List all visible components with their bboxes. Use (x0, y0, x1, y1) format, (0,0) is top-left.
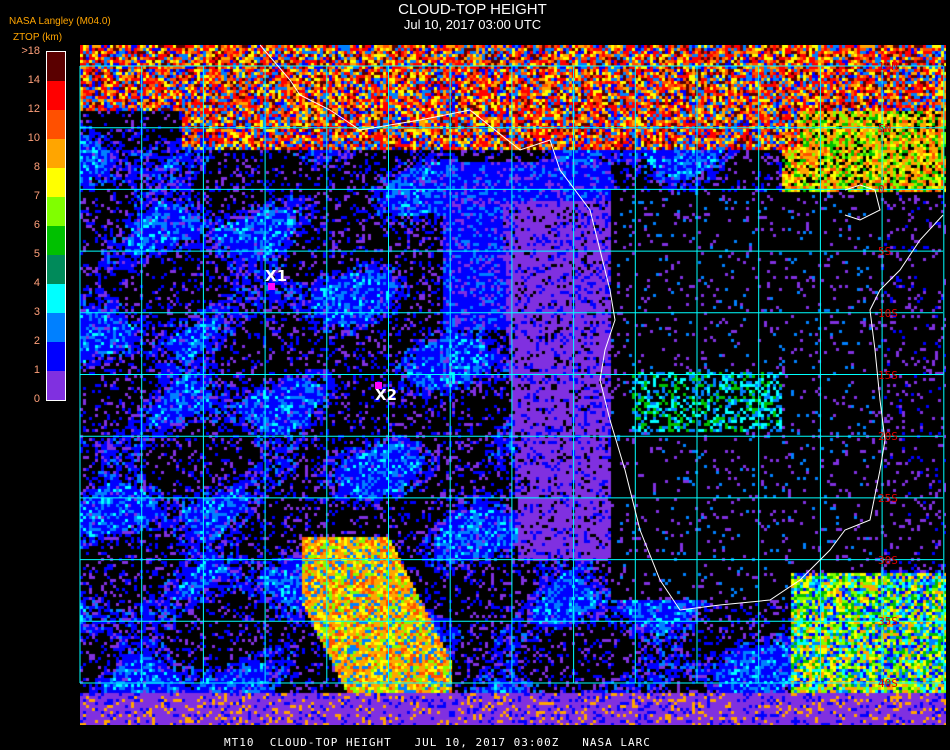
legend-tick: 14 (27, 74, 40, 86)
map-title: CLOUD-TOP HEIGHT (398, 1, 547, 18)
cloud-top-height-image (80, 45, 946, 725)
legend-swatch (47, 110, 65, 139)
legend-tick: 12 (27, 103, 40, 115)
coastline-lake (844, 184, 881, 221)
legend-tick: 6 (33, 219, 40, 231)
legend-swatch (47, 197, 65, 226)
legend-tick: 5 (33, 248, 40, 260)
map-timestamp: Jul 10, 2017 03:00 UTC (403, 17, 542, 32)
lat-label: 10S (878, 306, 898, 320)
legend-tick: >18 (21, 45, 40, 57)
legend-swatch (47, 284, 65, 313)
lat-label: 10N (878, 60, 898, 73)
marker-x2-point (375, 382, 382, 389)
lat-label: 25S (878, 491, 898, 505)
legend-swatch (47, 313, 65, 342)
legend-swatch (47, 342, 65, 371)
lat-label: 0 (878, 183, 885, 197)
lat-label: 5N (878, 121, 892, 135)
legend-tick: 8 (33, 161, 40, 173)
marker-x1-point (268, 283, 275, 290)
legend-tick: 4 (33, 277, 40, 289)
footer-caption: MT10 CLOUD-TOP HEIGHT JUL 10, 2017 03:00… (224, 736, 651, 749)
legend-swatch (47, 139, 65, 168)
legend-swatch (47, 168, 65, 197)
marker-x2-label: X2 (375, 386, 398, 404)
lat-label: 15S (878, 368, 898, 382)
lat-label: 20S (878, 430, 898, 444)
legend-swatch (47, 371, 65, 400)
legend-swatch (47, 81, 65, 110)
legend-tick: 1 (33, 364, 40, 376)
color-legend (46, 51, 66, 401)
legend-tick: 0 (33, 393, 40, 405)
lat-label: 5S (878, 245, 892, 259)
data-source-label: NASA Langley (M04.0) (9, 16, 111, 27)
legend-tick: 2 (33, 335, 40, 347)
lat-label: 30S (878, 553, 898, 567)
lat-label: 40S (878, 677, 898, 690)
coastline (259, 44, 944, 611)
legend-swatch (47, 52, 65, 81)
legend-tick: 7 (33, 190, 40, 202)
marker-x1-label: X1 (265, 267, 288, 285)
legend-swatch (47, 226, 65, 255)
lat-label: 35S (878, 615, 898, 629)
legend-tick: 3 (33, 306, 40, 318)
legend-swatch (47, 255, 65, 284)
legend-unit-label: ZTOP (km) (13, 32, 63, 43)
legend-tick: 10 (27, 132, 40, 144)
